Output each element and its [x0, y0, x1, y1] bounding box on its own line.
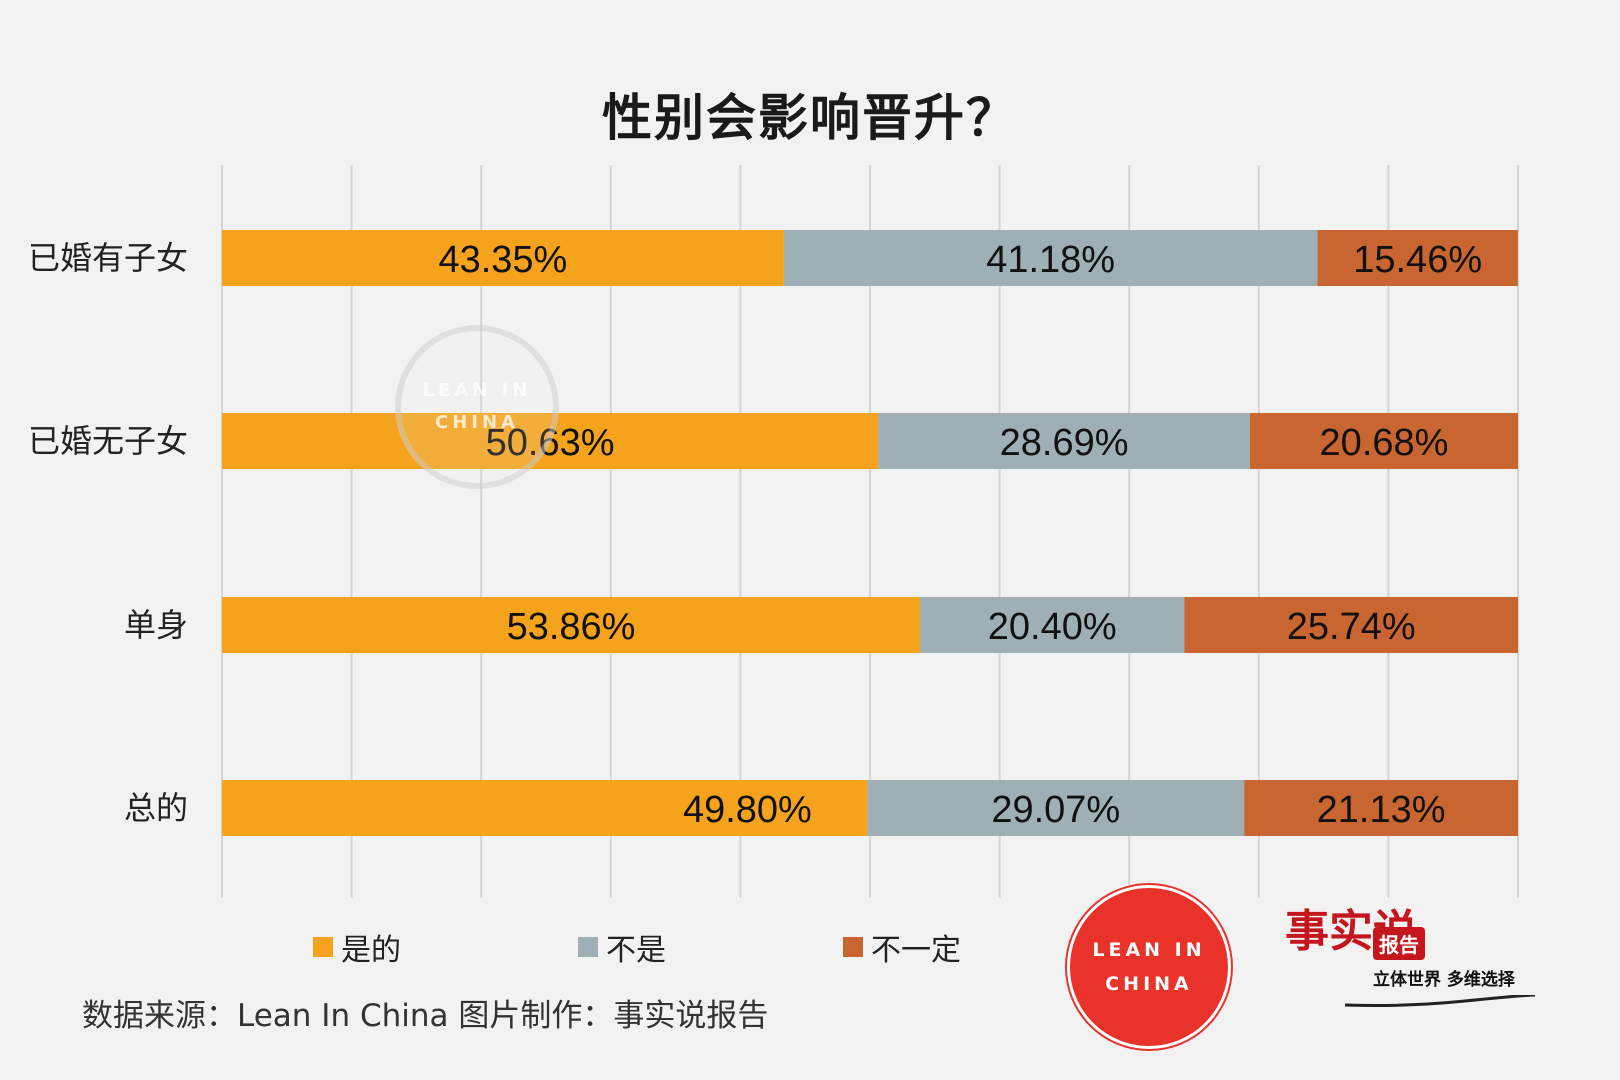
legend-item: 不是	[578, 925, 666, 969]
data-label: 25.74%	[1287, 606, 1416, 648]
bar-segment	[222, 780, 868, 836]
data-label: 29.07%	[991, 789, 1120, 831]
data-label: 41.18%	[986, 239, 1115, 281]
legend-label: 不是	[606, 933, 666, 968]
legend-swatch	[313, 937, 333, 957]
data-label: 20.68%	[1320, 422, 1449, 464]
brand-tagline: 立体世界 多维选择	[1373, 970, 1515, 990]
data-label: 53.86%	[507, 606, 636, 648]
bar-segment	[878, 413, 1250, 469]
source-caption: 数据来源：Lean In China 图片制作：事实说报告	[82, 998, 769, 1034]
category-label: 总的	[124, 789, 188, 827]
bar-group: 43.35% 41.18% 15.46%50.63% 28.69% 20.68%53.8…	[222, 230, 1518, 836]
bar-segment	[783, 230, 1318, 286]
bar-segment	[1244, 780, 1518, 836]
bar-segment	[1184, 597, 1518, 653]
data-label: 28.69%	[1000, 422, 1129, 464]
category-label: 已婚无子女	[28, 422, 188, 460]
data-label: 21.13%	[1317, 789, 1446, 831]
lean-in-china-logo: LEAN IN CHINA	[1067, 885, 1231, 1049]
legend-item: 不一定	[843, 925, 961, 969]
data-label: 49.80%	[683, 789, 812, 831]
bar-segment	[1249, 413, 1518, 469]
legend-item: 是的	[313, 925, 401, 969]
data-label: 43.35%	[438, 239, 567, 281]
legend-label: 不一定	[871, 933, 961, 968]
bar-segment	[222, 230, 784, 286]
brush-stroke-icon	[1345, 995, 1535, 1007]
bar-segment	[867, 780, 1245, 836]
legend-swatch	[578, 937, 598, 957]
brand-badge: 报告	[1373, 927, 1425, 960]
legend-label: 是的	[341, 933, 401, 968]
bar-segment	[1317, 230, 1518, 286]
leanin-watermark: LEAN IN CHINA	[395, 325, 559, 489]
category-label: 已婚有子女	[28, 239, 188, 277]
category-label: 单身	[124, 606, 188, 644]
brand-logo: 事实说 报告 立体世界 多维选择	[1285, 895, 1535, 1020]
grid-lines	[221, 165, 1519, 898]
data-label: 15.46%	[1353, 239, 1482, 281]
bar-segment	[920, 597, 1185, 653]
data-label: 20.40%	[988, 606, 1117, 648]
bar-segment	[222, 597, 921, 653]
legend-swatch	[843, 937, 863, 957]
chart-title: 性别会影响晋升？	[602, 89, 1018, 147]
